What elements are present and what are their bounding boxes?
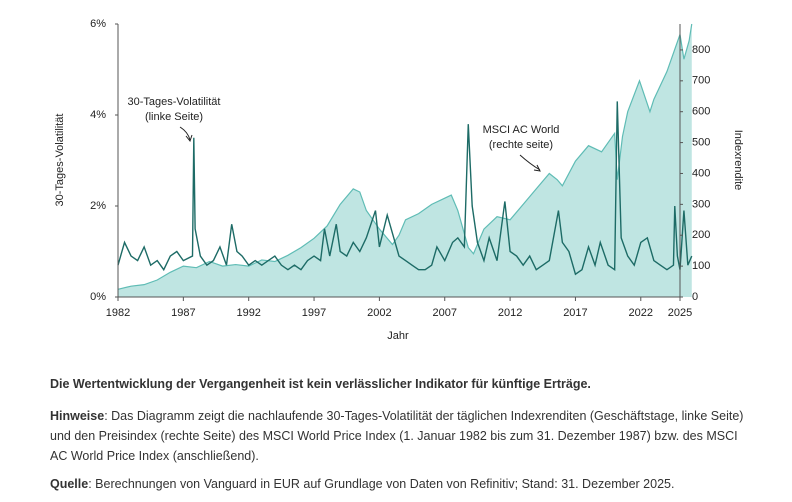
y2-tick-label: 300 [692,198,710,210]
hint-text: : Das Diagramm zeigt die nachlaufende 30… [50,409,744,463]
annotation: (rechte seite) [489,139,553,151]
y2-tick-label: 600 [692,106,710,118]
source: Quelle: Berechnungen von Vanguard in EUR… [50,474,750,494]
x-tick-label: 1987 [171,307,195,319]
y-tick-label: 4% [90,109,106,121]
annotation-arrowhead [533,164,541,172]
disclaimer: Die Wertentwicklung der Vergangenheit is… [50,377,591,391]
index-area [118,24,692,297]
x-tick-label: 2002 [367,307,391,319]
y2-tick-label: 0 [692,291,698,303]
y-tick-label: 2% [90,200,106,212]
x-tick-label: 1997 [302,307,326,319]
y2-tick-label: 800 [692,44,710,56]
annotation-arrowhead [185,134,193,143]
x-tick-label: 1992 [236,307,260,319]
y-tick-label: 6% [90,18,106,30]
x-axis-label: Jahr [387,330,409,342]
annotation-arrow [519,154,541,171]
y2-tick-label: 400 [692,167,710,179]
y-tick-label: 0% [90,291,106,303]
plot-area [117,23,693,297]
chart: Jahr 30-Tages-Volatilität Indexrendite 3… [54,18,744,342]
x-tick-label: 2012 [498,307,522,319]
annotation-arrow [179,126,191,141]
y2-tick-label: 200 [692,229,710,241]
hint-label: Hinweise [50,409,105,423]
x-tick-label: 2017 [563,307,587,319]
x-tick-label: 1982 [106,307,130,319]
source-label: Quelle [50,477,89,491]
x-tick-label: 2022 [629,307,653,319]
y2-tick-label: 500 [692,136,710,148]
annotation: (linke Seite) [145,111,203,123]
volatility-line [117,101,693,276]
y2-tick-label: 700 [692,75,710,87]
annotation: MSCI AC World [483,124,560,136]
hint: Hinweise: Das Diagramm zeigt die nachlau… [50,406,750,466]
source-text: : Berechnungen von Vanguard in EUR auf G… [88,477,675,491]
annotation: 30-Tages-Volatilität [128,96,221,108]
y2-axis-label: Indexrendite [732,130,744,191]
y2-tick-label: 100 [692,260,710,272]
x-tick-label: 2007 [433,307,457,319]
x-tick-label: 2025 [668,307,692,319]
index-line [117,23,693,290]
y-axis-label: 30-Tages-Volatilität [54,114,66,207]
